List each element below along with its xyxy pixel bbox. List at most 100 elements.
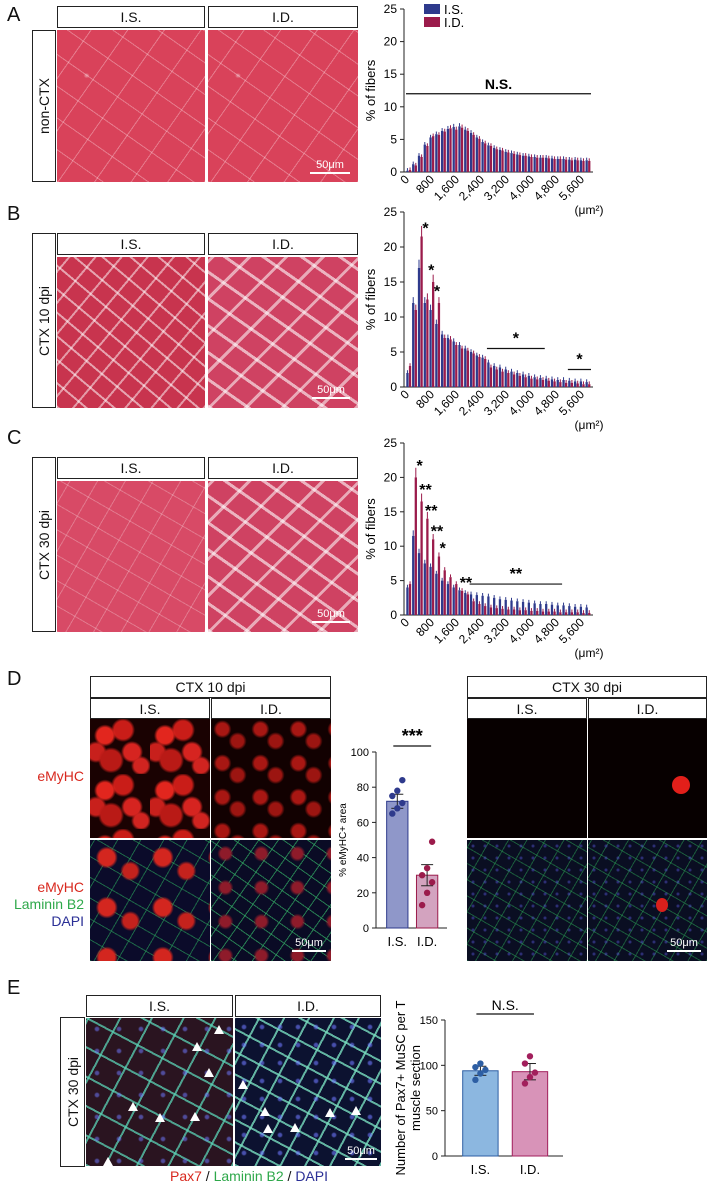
y-tick-label: 15	[384, 67, 398, 81]
data-point	[526, 1073, 534, 1081]
header-ctx10: CTX 10 dpi	[90, 676, 331, 698]
header-id-d-left: I.D.	[211, 698, 331, 719]
y-tick-label: 10	[384, 310, 398, 324]
histogram-bar	[570, 612, 574, 615]
data-point	[418, 872, 426, 879]
histogram-bar	[432, 539, 435, 615]
histogram-bar	[426, 145, 429, 172]
emyhc-image-id-10dpi	[211, 719, 331, 838]
x-tick-label: 4,800	[531, 387, 562, 418]
histogram-bar	[452, 587, 455, 615]
histogram-bar	[579, 160, 583, 172]
histogram-bar	[437, 134, 441, 172]
histogram-bar	[420, 501, 423, 615]
histogram-bar	[484, 606, 487, 615]
header-id-e: I.D.	[235, 995, 381, 1017]
histogram-bar	[582, 160, 585, 172]
histogram-bar	[475, 355, 478, 387]
histogram-bar	[466, 350, 469, 387]
data-point	[477, 1070, 484, 1077]
pax7-image-id	[235, 1018, 381, 1166]
histogram-bar	[559, 382, 562, 387]
histogram-bar	[536, 157, 539, 172]
histogram-bar	[550, 158, 554, 172]
histogram-bar	[472, 601, 475, 615]
caption-sep1: /	[201, 1168, 214, 1184]
histogram-bar	[472, 134, 475, 172]
histogram-bar	[541, 380, 545, 387]
histogram-bar	[484, 143, 487, 172]
histogram-bar	[568, 606, 571, 615]
significance-marker: ***	[402, 726, 423, 746]
scale-bar-d-right: 50μm	[667, 937, 701, 952]
x-tick-label: 1,600	[431, 615, 462, 646]
histogram-bar	[446, 128, 450, 172]
histogram-bar	[435, 324, 438, 387]
histogram-bar	[588, 612, 591, 615]
histogram-bar	[533, 157, 536, 172]
y-axis-label: % of fibers	[363, 59, 378, 121]
histogram-bar	[440, 130, 444, 172]
histogram-bar	[550, 379, 554, 387]
histogram-bar	[408, 584, 412, 615]
histogram-bar	[423, 303, 426, 387]
histogram-bar	[518, 155, 522, 172]
histogram-bar	[541, 157, 545, 172]
header-is-d-right: I.S.	[467, 698, 587, 719]
histogram-bar	[568, 159, 571, 172]
emyhc-bar-chart: 0 20 40 60 80 100 % eMyHC+ area I.S. I.D. ***	[338, 726, 447, 949]
emyhc-positive-spot-merge	[656, 898, 668, 912]
y-tick-label: 0	[363, 923, 369, 935]
y-tick-label: 25	[384, 205, 398, 219]
histogram-bar	[570, 382, 574, 387]
legend-swatch	[424, 4, 440, 14]
significance-marker: *	[513, 331, 520, 348]
histogram-bar	[429, 566, 432, 615]
histogram-bar	[420, 236, 423, 387]
mean-bar	[511, 1071, 549, 1157]
y-tick-label: 5	[390, 574, 397, 588]
y-tick-label: 80	[357, 782, 369, 794]
histogram-bar	[576, 160, 579, 172]
data-point	[399, 776, 406, 784]
histogram-bar	[489, 607, 493, 615]
histogram-bar	[527, 375, 530, 387]
y-axis-label: muscle section	[408, 1045, 423, 1131]
header-id-d-right: I.D.	[588, 698, 707, 719]
row-label-c: CTX 30 dpi	[32, 457, 56, 632]
histogram-bar	[553, 158, 556, 172]
histogram-bar	[588, 160, 591, 172]
row-label-a: non-CTX	[32, 30, 56, 182]
x-tick-label: I.D.	[417, 934, 437, 949]
histogram-bar	[510, 600, 513, 615]
data-point	[477, 1060, 484, 1067]
histogram-bar	[437, 556, 441, 615]
x-tick-label: 5,600	[556, 387, 587, 418]
y-tick-label: 15	[384, 275, 398, 289]
channel-label-laminin: Laminin B2	[13, 896, 84, 912]
histogram-bar	[547, 158, 550, 172]
merge-image-is-30dpi	[467, 840, 587, 961]
significance-marker: N.S.	[492, 997, 519, 1013]
x-tick-label: 2,400	[456, 387, 487, 418]
y-tick-label: 0	[390, 380, 397, 394]
histogram-bar	[524, 155, 527, 172]
histogram-bar	[414, 477, 417, 615]
histogram-bar	[559, 158, 562, 172]
data-point	[526, 1053, 534, 1060]
histogram-bar	[406, 373, 409, 387]
y-tick-label: 5	[390, 132, 397, 146]
x-axis-unit: (μm²)	[575, 418, 604, 432]
significance-marker: *	[428, 263, 435, 280]
histogram-bar	[464, 592, 467, 615]
histogram-bar	[423, 563, 426, 615]
histogram-bar	[406, 587, 409, 615]
histogram-bar	[516, 373, 519, 387]
header-is-b: I.S.	[57, 233, 205, 255]
pax7-arrowhead	[351, 1106, 361, 1115]
histogram-bar	[510, 153, 513, 172]
histogram-bar	[498, 599, 502, 615]
histogram-bar	[475, 137, 478, 172]
histogram-bar	[412, 164, 415, 172]
